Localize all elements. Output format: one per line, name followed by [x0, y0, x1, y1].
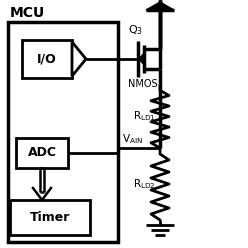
- Text: $\mathrm{R_{LD2}}$: $\mathrm{R_{LD2}}$: [133, 177, 156, 191]
- Bar: [22, 40, 72, 78]
- Text: NMOS: NMOS: [128, 79, 158, 89]
- Text: MCU: MCU: [10, 6, 45, 20]
- Bar: [10, 200, 90, 235]
- Polygon shape: [139, 52, 145, 66]
- Text: Timer: Timer: [30, 211, 70, 224]
- Text: $\mathrm{Q_3}$: $\mathrm{Q_3}$: [128, 23, 144, 37]
- Text: ADC: ADC: [28, 147, 57, 159]
- Polygon shape: [72, 42, 86, 76]
- Text: $\mathrm{R_{LD1}}$: $\mathrm{R_{LD1}}$: [133, 110, 156, 124]
- Polygon shape: [146, 2, 174, 10]
- Bar: [8, 22, 118, 242]
- Text: $\mathrm{V_{AIN}}$: $\mathrm{V_{AIN}}$: [122, 132, 143, 146]
- Text: I/O: I/O: [37, 53, 57, 65]
- Bar: [16, 138, 68, 168]
